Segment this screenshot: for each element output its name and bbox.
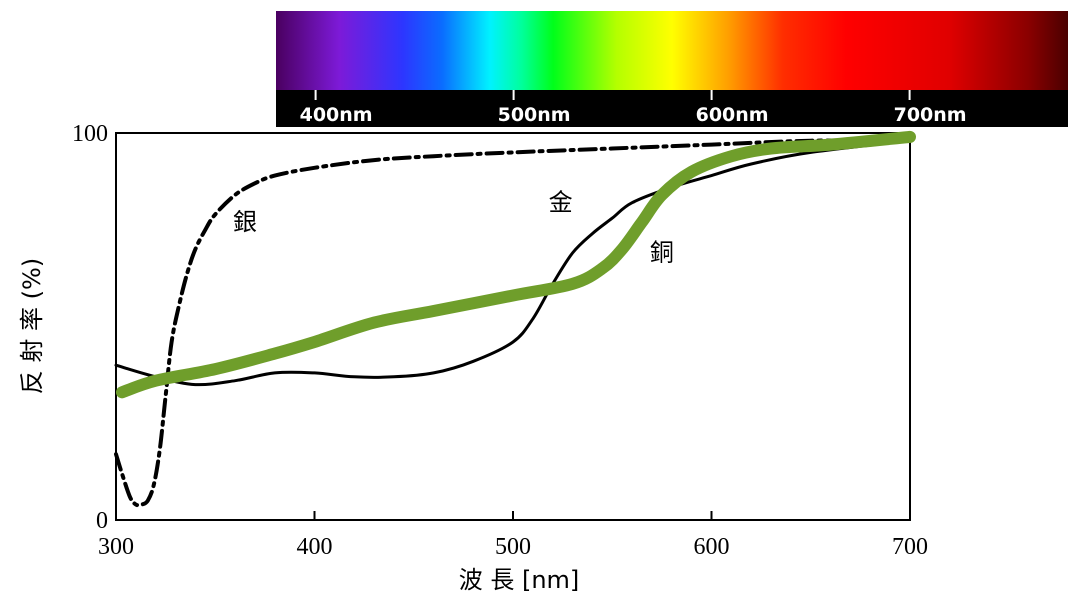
spectrum-gradient [276, 11, 1068, 90]
plot-frame [115, 132, 911, 521]
spectrum-label-band [276, 90, 1068, 127]
series-line-0 [114, 138, 912, 508]
spectrum-bar: 400nm 500nm 600nm 700nm [276, 11, 1068, 127]
x-tick-label: 400 [297, 534, 333, 560]
x-tick-label: 500 [495, 534, 531, 560]
x-tick-label: 700 [892, 534, 928, 560]
spectrum-label: 400nm [300, 104, 373, 126]
spectrum-label: 700nm [894, 104, 967, 126]
series-annotation: 金 [549, 188, 573, 216]
y-tick-label: 100 [72, 121, 108, 147]
series-line-2 [116, 130, 916, 399]
series-annotation: 銀 [233, 208, 257, 236]
x-axis-label: 波 長 [nm] [459, 566, 580, 594]
y-axis-label: 反 射 率 (%) [18, 258, 46, 394]
y-tick-label: 0 [96, 508, 108, 534]
series-line-1 [114, 139, 912, 387]
x-tick-label: 300 [98, 534, 134, 560]
spectrum-label: 500nm [498, 104, 571, 126]
spectrum-label: 600nm [696, 104, 769, 126]
series-annotation: 銅 [650, 239, 674, 267]
x-tick-label: 600 [694, 534, 730, 560]
